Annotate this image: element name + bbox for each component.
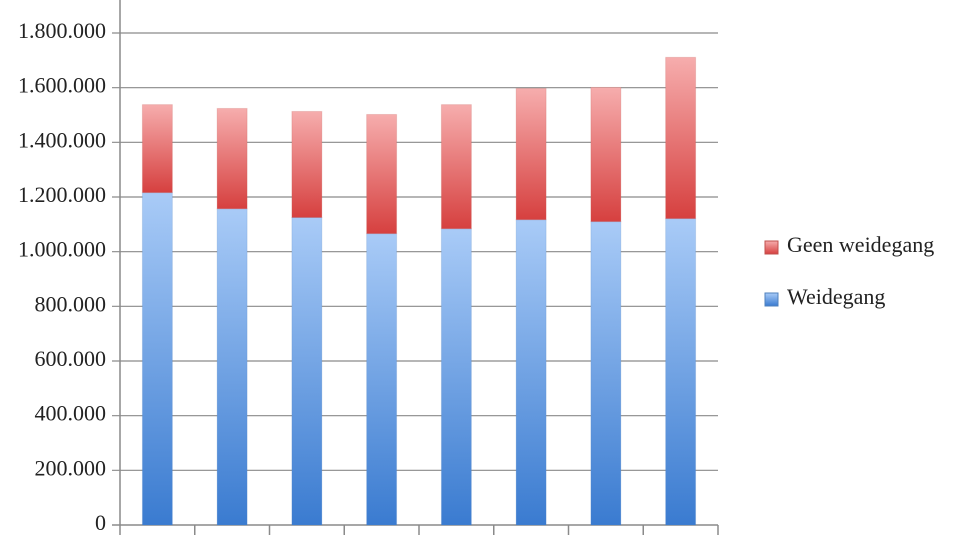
y-tick-label: 800.000 [35, 291, 107, 316]
bar-segment [440, 228, 472, 526]
legend-swatch [764, 292, 779, 307]
bar-segment [665, 218, 697, 526]
bar-segment [440, 104, 472, 230]
legend-label: Weidegang [787, 284, 885, 309]
bar-segment [141, 104, 173, 194]
legend-label: Geen weidegang [787, 232, 934, 257]
bar-segment [216, 208, 248, 526]
bar-segment [590, 221, 622, 526]
bar-segment [216, 107, 248, 210]
y-tick-label: 1.400.000 [18, 127, 106, 152]
y-tick-label: 600.000 [35, 346, 107, 371]
y-tick-label: 1.800.000 [18, 18, 106, 43]
y-tick-label: 1.600.000 [18, 73, 106, 98]
y-tick-label: 400.000 [35, 401, 107, 426]
y-tick-label: 1.200.000 [18, 182, 106, 207]
y-tick-label: 200.000 [35, 455, 107, 480]
bar-segment [590, 86, 622, 223]
bar-segment [515, 87, 547, 221]
y-tick-label: 0 [95, 510, 106, 535]
y-tick-label: 1.000.000 [18, 237, 106, 262]
legend-swatch [764, 240, 779, 255]
bar-segment [141, 192, 173, 526]
bar-segment [291, 110, 323, 218]
bar-segment [515, 219, 547, 526]
bar-segment [291, 217, 323, 526]
bar-segment [366, 233, 398, 526]
bar-segment [366, 113, 398, 235]
bar-segment [665, 56, 697, 220]
